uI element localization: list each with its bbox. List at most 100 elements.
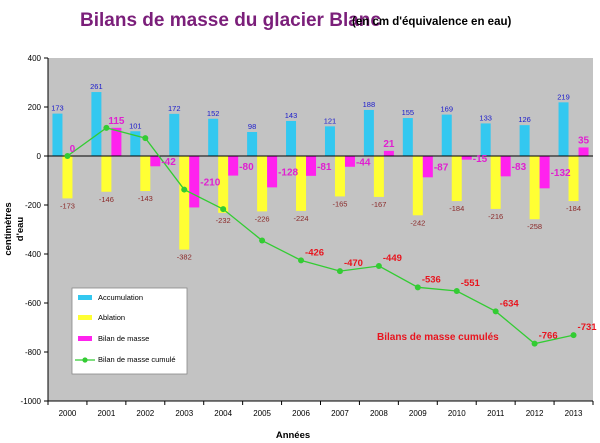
label-ablation-2013: -184 bbox=[566, 204, 581, 213]
label-bilan-2011: -83 bbox=[512, 162, 527, 173]
label-accumulation-2005: 98 bbox=[248, 122, 256, 131]
bar-bilan-2001 bbox=[111, 127, 122, 156]
label-bilan-2009: -87 bbox=[434, 163, 449, 174]
cumulative-point-2007 bbox=[336, 268, 343, 275]
label-cumulative-2011: -634 bbox=[500, 298, 520, 309]
cumulative-point-2002 bbox=[142, 135, 149, 142]
bar-bilan-2007 bbox=[344, 156, 355, 167]
label-ablation-2007: -165 bbox=[332, 199, 347, 208]
legend-label-cumul: Bilan de masse cumulé bbox=[98, 355, 176, 364]
chart-title: Bilans de masse du glacier Blanc bbox=[80, 10, 381, 31]
cumulative-annotation: Bilans de masse cumulés bbox=[377, 332, 499, 343]
bar-ablation-2003 bbox=[179, 156, 190, 250]
label-bilan-2004: -80 bbox=[239, 162, 254, 173]
label-ablation-2006: -224 bbox=[294, 214, 309, 223]
cumulative-point-2009 bbox=[414, 284, 421, 291]
label-cumulative-2007: -470 bbox=[344, 258, 363, 269]
bar-accumulation-2003 bbox=[169, 113, 180, 156]
bar-bilan-2002 bbox=[150, 156, 161, 167]
bar-bilan-2009 bbox=[422, 156, 433, 178]
x-tick-label: 2012 bbox=[526, 409, 544, 418]
bar-accumulation-2013 bbox=[558, 102, 569, 156]
y-tick-label: -200 bbox=[25, 201, 42, 210]
cumulative-point-2003 bbox=[181, 186, 188, 193]
bar-ablation-2012 bbox=[529, 156, 540, 220]
label-accumulation-2003: 172 bbox=[168, 104, 181, 113]
x-tick-label: 2003 bbox=[175, 409, 193, 418]
bar-ablation-2009 bbox=[412, 156, 423, 216]
bar-accumulation-2005 bbox=[247, 131, 258, 156]
bar-bilan-2010 bbox=[461, 156, 472, 160]
y-tick-label: 400 bbox=[28, 54, 42, 63]
label-accumulation-2006: 143 bbox=[285, 111, 298, 120]
x-tick-label: 2010 bbox=[448, 409, 466, 418]
label-accumulation-2001: 261 bbox=[90, 82, 103, 91]
label-accumulation-2008: 188 bbox=[363, 100, 376, 109]
x-tick-label: 2008 bbox=[370, 409, 388, 418]
x-axis-label: Années bbox=[276, 430, 310, 441]
bar-ablation-2013 bbox=[568, 156, 579, 202]
label-cumulative-2010: -551 bbox=[461, 278, 481, 289]
label-accumulation-2010: 169 bbox=[440, 105, 453, 114]
x-tick-label: 2009 bbox=[409, 409, 427, 418]
legend-swatch-accumulation bbox=[78, 295, 92, 300]
x-tick-label: 2001 bbox=[97, 409, 115, 418]
label-accumulation-2009: 155 bbox=[402, 108, 415, 117]
label-ablation-2001: -146 bbox=[99, 195, 114, 204]
legend: Accumulation Ablation Bilan de masse Bil… bbox=[71, 287, 188, 375]
bar-accumulation-2012 bbox=[519, 125, 530, 156]
label-accumulation-2013: 219 bbox=[557, 92, 570, 101]
x-tick-label: 2011 bbox=[487, 409, 505, 418]
cumulative-point-2001 bbox=[103, 124, 110, 131]
y-tick-label: -1000 bbox=[21, 397, 42, 406]
label-accumulation-2012: 126 bbox=[518, 115, 531, 124]
legend-marker-cumul bbox=[82, 357, 88, 363]
label-accumulation-2011: 133 bbox=[479, 113, 492, 122]
bar-accumulation-2009 bbox=[402, 118, 413, 156]
y-axis-label-line2: d'eau bbox=[15, 217, 26, 242]
bar-ablation-2005 bbox=[257, 156, 268, 212]
legend-swatch-bilan bbox=[78, 336, 92, 341]
bar-ablation-2004 bbox=[218, 156, 229, 213]
x-tick-label: 2004 bbox=[214, 409, 232, 418]
bar-bilan-2011 bbox=[500, 156, 511, 177]
cumulative-point-2011 bbox=[492, 308, 499, 315]
label-cumulative-2013: -731 bbox=[578, 322, 598, 333]
label-ablation-2000: -173 bbox=[60, 201, 75, 210]
y-tick-label: 200 bbox=[28, 103, 42, 112]
y-tick-label: -600 bbox=[25, 299, 42, 308]
bar-accumulation-2000 bbox=[52, 113, 63, 156]
legend-swatch-ablation bbox=[78, 315, 92, 320]
bars-layer bbox=[52, 92, 589, 250]
legend-label-bilan: Bilan de masse bbox=[98, 334, 149, 343]
bar-bilan-2006 bbox=[306, 156, 317, 176]
cumulative-point-2012 bbox=[531, 340, 538, 347]
label-ablation-2003: -382 bbox=[177, 253, 192, 262]
cumulative-point-2008 bbox=[375, 263, 382, 270]
label-bilan-2007: -44 bbox=[356, 157, 371, 168]
x-tick-label: 2002 bbox=[136, 409, 154, 418]
label-ablation-2005: -226 bbox=[255, 214, 270, 223]
label-bilan-2008: 21 bbox=[383, 139, 395, 150]
label-bilan-2006: -81 bbox=[317, 162, 332, 173]
bar-ablation-2002 bbox=[140, 156, 151, 192]
bar-accumulation-2011 bbox=[480, 123, 491, 156]
data-labels-layer: 173 261 101 172 152 98 143 121 188 155 169 133 126 21… bbox=[51, 82, 597, 342]
label-bilan-2002: -42 bbox=[161, 157, 176, 168]
cumulative-point-2006 bbox=[298, 257, 305, 264]
label-bilan-2001: 115 bbox=[108, 116, 125, 127]
x-tick-label: 2007 bbox=[331, 409, 349, 418]
label-bilan-2010: -15 bbox=[473, 154, 488, 165]
cumulative-point-2005 bbox=[259, 237, 266, 244]
bar-bilan-2005 bbox=[267, 156, 278, 188]
bar-ablation-2010 bbox=[451, 156, 462, 202]
y-tick-label: -400 bbox=[25, 250, 42, 259]
cumulative-point-2013 bbox=[570, 332, 577, 339]
y-tick-label: 0 bbox=[37, 152, 42, 161]
bar-bilan-2012 bbox=[539, 156, 550, 189]
label-ablation-2008: -167 bbox=[371, 200, 386, 209]
cumulative-line bbox=[67, 127, 574, 345]
title-row: Bilans de masse du glacier Blanc (en cm … bbox=[0, 10, 600, 34]
cumulative-line-layer bbox=[64, 124, 577, 347]
label-cumulative-2008: -449 bbox=[383, 253, 402, 264]
